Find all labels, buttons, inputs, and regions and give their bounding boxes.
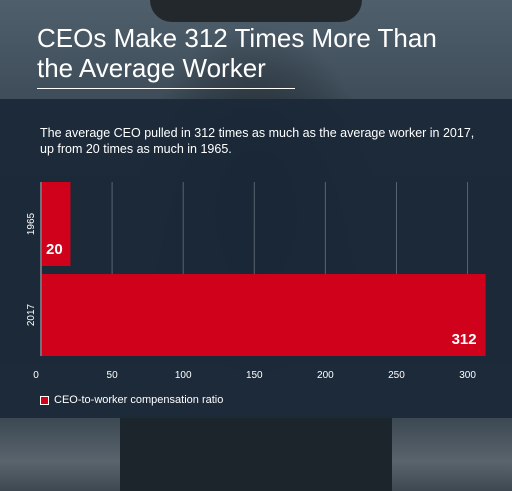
data-label-1965: 20	[46, 241, 63, 258]
x-tick-label-250: 250	[388, 370, 405, 381]
chart-legend: CEO-to-worker compensation ratio	[40, 394, 223, 406]
category-label-1965: 1965	[26, 212, 37, 235]
bar-1965	[42, 182, 71, 266]
x-tick-label-0: 0	[33, 370, 39, 381]
bar-2017	[42, 274, 486, 356]
data-label-2017: 312	[452, 331, 477, 348]
category-label-2017: 2017	[26, 303, 37, 326]
title-line-1: CEOs Make 312 Times More Than	[37, 23, 437, 53]
background-figure-head	[150, 0, 362, 22]
title-line-2: the Average Worker	[37, 53, 266, 83]
bar-chart: 0 50 100 150 200 250 300 1965 20 2017 312	[26, 182, 486, 381]
chart-panel	[0, 99, 512, 418]
x-tick-label-100: 100	[175, 370, 192, 381]
chart-title: CEOs Make 312 Times More Than the Averag…	[37, 23, 477, 83]
legend-swatch	[40, 395, 49, 405]
x-tick-label-300: 300	[459, 370, 476, 381]
background-figure-suit	[120, 418, 392, 491]
x-tick-label-50: 50	[107, 370, 119, 381]
subtitle-line-1: The average CEO pulled in 312 times as m…	[40, 126, 475, 140]
chart-subtitle: The average CEO pulled in 312 times as m…	[40, 125, 500, 157]
title-underline	[37, 88, 295, 89]
legend-label: CEO-to-worker compensation ratio	[54, 394, 224, 406]
x-tick-label-200: 200	[317, 370, 334, 381]
x-tick-label-150: 150	[246, 370, 263, 381]
subtitle-line-2: up from 20 times as much in 1965.	[40, 142, 232, 156]
